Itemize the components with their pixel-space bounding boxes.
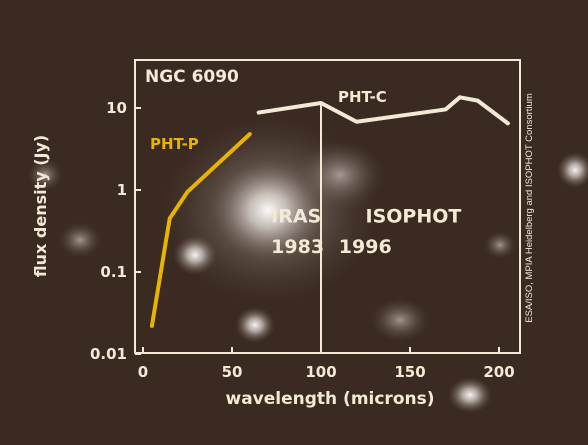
x-tick-label: 50 (222, 363, 243, 381)
annotation-iras: IRAS (271, 206, 321, 228)
axis-tick-labels: 0 50 100 150 200 0.01 0.1 1 10 (90, 99, 515, 381)
x-tick-label: 100 (305, 363, 336, 381)
series-line-pht-p (149, 132, 252, 328)
background-glow (27, 115, 588, 413)
axis-ticks (135, 107, 500, 355)
series-label-pht-c: PHT-C (338, 88, 387, 106)
x-axis-label: wavelength (microns) (225, 389, 434, 409)
y-tick-label: 0.1 (100, 263, 127, 281)
y-axis-label: flux density (Jy) (31, 135, 50, 278)
series-lines (149, 95, 510, 328)
annotations: IRAS 1983 ISOPHOT 1996 (271, 206, 461, 258)
annotation-1983: 1983 (271, 236, 324, 258)
chart-title: NGC 6090 (145, 67, 239, 87)
image-credit: ESA/ISO, MPIA Heidelberg and ISOPHOT Con… (524, 93, 535, 323)
x-tick-label: 150 (394, 363, 425, 381)
annotation-isophot: ISOPHOT (366, 206, 462, 228)
series-label-pht-p: PHT-P (150, 135, 199, 153)
plot-frame (134, 59, 521, 354)
y-tick-label: 0.01 (90, 345, 127, 363)
y-tick-label: 10 (106, 99, 127, 117)
x-tick-label: 0 (138, 363, 148, 381)
y-tick-label: 1 (117, 181, 127, 199)
annotation-1996: 1996 (339, 236, 392, 258)
x-tick-label: 200 (483, 363, 514, 381)
series-line-pht-c (256, 95, 510, 126)
